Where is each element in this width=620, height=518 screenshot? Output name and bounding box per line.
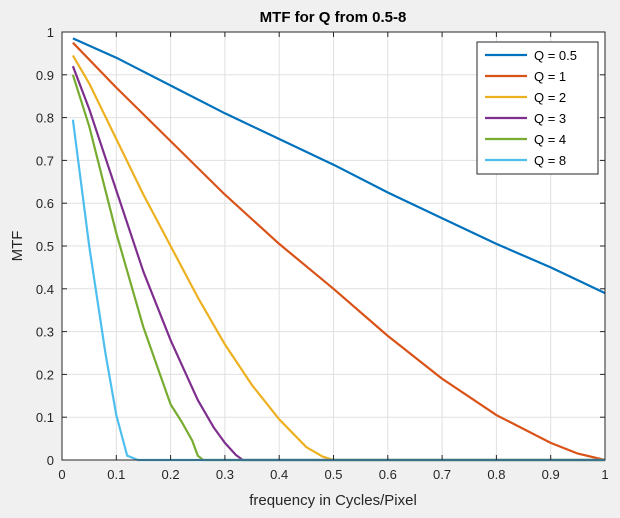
x-tick-label: 1 (601, 467, 608, 482)
legend-label-2: Q = 1 (534, 69, 566, 84)
y-axis-label: MTF (9, 231, 26, 262)
legend-label-5: Q = 4 (534, 132, 566, 147)
series-lines (71, 37, 606, 462)
x-tick-label: 0.6 (379, 467, 397, 482)
x-tick-label: 0 (58, 467, 65, 482)
legend-label-4: Q = 3 (534, 111, 566, 126)
x-tick-label: 0.3 (216, 467, 234, 482)
x-tick-label: 0.5 (324, 467, 342, 482)
x-tick-label: 0.8 (487, 467, 505, 482)
y-tick-label: 0.3 (36, 325, 54, 340)
y-tick-label: 0.6 (36, 196, 54, 211)
y-tick-label: 0.8 (36, 111, 54, 126)
chart-title: MTF for Q from 0.5-8 (260, 9, 407, 26)
legend-label-1: Q = 0.5 (534, 48, 577, 63)
legend-box (476, 41, 599, 175)
y-tick-label: 0.2 (36, 367, 54, 382)
x-axis-ticks: 0 0.1 0.2 0.3 0.4 0.5 0.6 0.7 0.8 0.9 1 (58, 32, 609, 482)
series-line-5 (71, 74, 605, 462)
x-tick-label: 0.1 (107, 467, 125, 482)
series-line-1 (72, 37, 606, 295)
legend: Q = 0.5 Q = 1 Q = 2 Q = 3 Q = 4 Q = 8 (476, 41, 599, 175)
y-tick-label: 0.1 (36, 410, 54, 425)
y-axis-ticks: 0 0.1 0.2 0.3 0.4 0.5 0.6 0.7 0.8 0.9 1 (36, 25, 605, 468)
legend-label-6: Q = 8 (534, 153, 566, 168)
x-axis-label: frequency in Cycles/Pixel (249, 492, 417, 509)
y-tick-label: 1 (47, 25, 54, 40)
series-line-4 (71, 65, 605, 462)
x-tick-label: 0.7 (433, 467, 451, 482)
y-tick-label: 0 (47, 453, 54, 468)
x-tick-label: 0.2 (162, 467, 180, 482)
y-tick-label: 0.7 (36, 153, 54, 168)
y-tick-label: 0.9 (36, 68, 54, 83)
y-tick-label: 0.4 (36, 282, 54, 297)
legend-label-3: Q = 2 (534, 90, 566, 105)
x-tick-label: 0.4 (270, 467, 288, 482)
series-line-3 (71, 54, 605, 462)
y-tick-label: 0.5 (36, 239, 54, 254)
x-tick-label: 0.9 (542, 467, 560, 482)
series-line-2 (72, 41, 606, 462)
